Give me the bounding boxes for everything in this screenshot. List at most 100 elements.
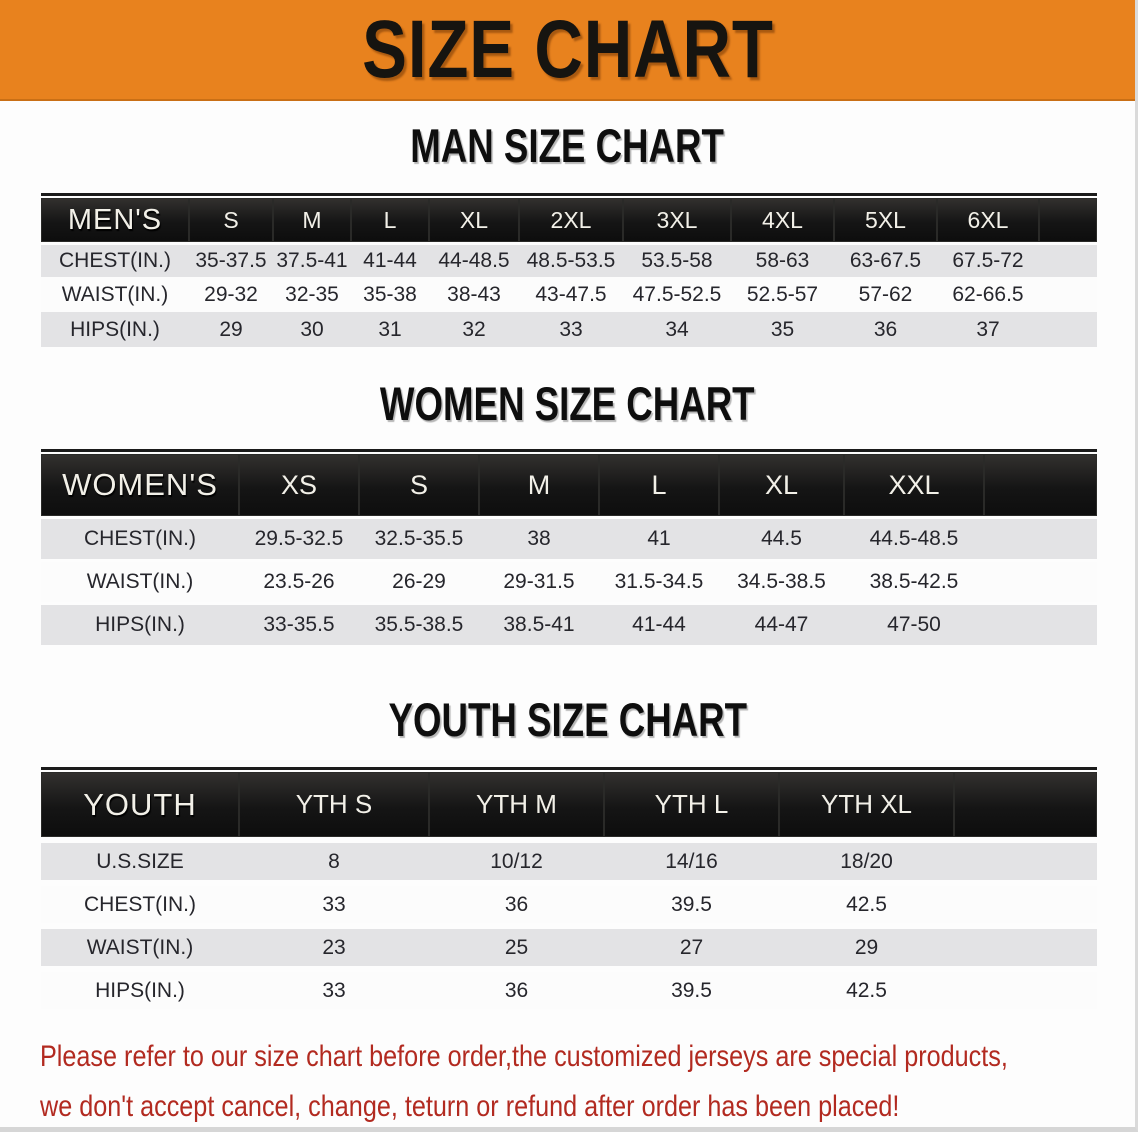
- value-cell: 41: [599, 516, 719, 559]
- spacer-cell: [984, 559, 1097, 602]
- value-cell: 35-37.5: [189, 242, 273, 277]
- women-size-col-header: S: [359, 454, 479, 516]
- value-cell: 44-47: [719, 602, 844, 645]
- spacer-cell: [1039, 198, 1097, 242]
- man-section-heading: MAN SIZE CHART: [410, 119, 725, 172]
- value-cell: 36: [834, 312, 937, 347]
- value-cell: 35: [731, 312, 834, 347]
- women-hips-row: HIPS(IN.) 33-35.5 35.5-38.5 38.5-41 41-4…: [41, 602, 1097, 645]
- value-cell: 47-50: [844, 602, 984, 645]
- youth-size-table-wrap: YOUTH YTH S YTH M YTH L YTH XL U.S.SIZE …: [41, 767, 1097, 1009]
- value-cell: 8: [239, 837, 429, 880]
- row-label-cell: HIPS(IN.): [41, 966, 239, 1009]
- value-cell: 23: [239, 923, 429, 966]
- disclaimer-text: Please refer to our size chart before or…: [40, 1032, 1130, 1127]
- youth-chest-row: CHEST(IN.) 33 36 39.5 42.5: [41, 880, 1097, 923]
- value-cell: 33: [239, 880, 429, 923]
- value-cell: 32-35: [273, 277, 351, 312]
- men-size-col-header: M: [273, 198, 351, 242]
- youth-size-col-header: YTH L: [604, 772, 779, 837]
- value-cell: 29-31.5: [479, 559, 599, 602]
- value-cell: 37: [937, 312, 1039, 347]
- value-cell: 52.5-57: [731, 277, 834, 312]
- spacer-cell: [954, 880, 1097, 923]
- value-cell: 29-32: [189, 277, 273, 312]
- value-cell: 41-44: [351, 242, 429, 277]
- value-cell: 63-67.5: [834, 242, 937, 277]
- women-size-table: WOMEN'S XS S M L XL XXL CHEST(IN.) 29.5-…: [41, 454, 1097, 645]
- women-corner-label: WOMEN'S: [41, 454, 239, 516]
- value-cell: 23.5-26: [239, 559, 359, 602]
- spacer-cell: [984, 602, 1097, 645]
- value-cell: 34: [623, 312, 731, 347]
- row-label-cell: CHEST(IN.): [41, 242, 189, 277]
- women-size-table-wrap: WOMEN'S XS S M L XL XXL CHEST(IN.) 29.5-…: [41, 449, 1097, 645]
- spacer-cell: [984, 454, 1097, 516]
- youth-corner-label: YOUTH: [41, 772, 239, 837]
- value-cell: 29: [779, 923, 954, 966]
- men-size-col-header: 5XL: [834, 198, 937, 242]
- value-cell: 33: [239, 966, 429, 1009]
- row-label-cell: U.S.SIZE: [41, 837, 239, 880]
- value-cell: 31: [351, 312, 429, 347]
- value-cell: 41-44: [599, 602, 719, 645]
- value-cell: 38-43: [429, 277, 519, 312]
- value-cell: 30: [273, 312, 351, 347]
- value-cell: 36: [429, 880, 604, 923]
- spacer-cell: [954, 772, 1097, 837]
- women-size-col-header: XL: [719, 454, 844, 516]
- value-cell: 38.5-41: [479, 602, 599, 645]
- value-cell: 27: [604, 923, 779, 966]
- value-cell: 44.5: [719, 516, 844, 559]
- disclaimer-line-1: Please refer to our size chart before or…: [40, 1040, 1008, 1073]
- men-corner-label: MEN'S: [41, 198, 189, 242]
- value-cell: 25: [429, 923, 604, 966]
- women-size-col-header: M: [479, 454, 599, 516]
- value-cell: 42.5: [779, 880, 954, 923]
- men-size-col-header: 3XL: [623, 198, 731, 242]
- value-cell: 33: [519, 312, 623, 347]
- youth-header-row: YOUTH YTH S YTH M YTH L YTH XL: [41, 772, 1097, 837]
- value-cell: 38: [479, 516, 599, 559]
- value-cell: 48.5-53.5: [519, 242, 623, 277]
- youth-size-col-header: YTH XL: [779, 772, 954, 837]
- value-cell: 18/20: [779, 837, 954, 880]
- youth-size-col-header: YTH S: [239, 772, 429, 837]
- men-size-col-header: XL: [429, 198, 519, 242]
- disclaimer-line-2: we don't accept cancel, change, teturn o…: [40, 1090, 900, 1123]
- men-size-table: MEN'S S M L XL 2XL 3XL 4XL 5XL 6XL CHEST…: [41, 198, 1097, 347]
- value-cell: 14/16: [604, 837, 779, 880]
- value-cell: 26-29: [359, 559, 479, 602]
- value-cell: 34.5-38.5: [719, 559, 844, 602]
- spacer-cell: [1039, 242, 1097, 277]
- youth-ussize-row: U.S.SIZE 8 10/12 14/16 18/20: [41, 837, 1097, 880]
- row-label-cell: CHEST(IN.): [41, 880, 239, 923]
- women-size-col-header: XXL: [844, 454, 984, 516]
- women-section-heading: WOMEN SIZE CHART: [380, 377, 755, 430]
- value-cell: 33-35.5: [239, 602, 359, 645]
- spacer-cell: [954, 966, 1097, 1009]
- men-size-col-header: S: [189, 198, 273, 242]
- women-header-row: WOMEN'S XS S M L XL XXL: [41, 454, 1097, 516]
- value-cell: 47.5-52.5: [623, 277, 731, 312]
- row-label-cell: HIPS(IN.): [41, 602, 239, 645]
- value-cell: 32: [429, 312, 519, 347]
- value-cell: 44.5-48.5: [844, 516, 984, 559]
- value-cell: 62-66.5: [937, 277, 1039, 312]
- value-cell: 44-48.5: [429, 242, 519, 277]
- value-cell: 39.5: [604, 966, 779, 1009]
- youth-hips-row: HIPS(IN.) 33 36 39.5 42.5: [41, 966, 1097, 1009]
- value-cell: 36: [429, 966, 604, 1009]
- row-label-cell: HIPS(IN.): [41, 312, 189, 347]
- youth-waist-row: WAIST(IN.) 23 25 27 29: [41, 923, 1097, 966]
- spacer-cell: [954, 837, 1097, 880]
- women-waist-row: WAIST(IN.) 23.5-26 26-29 29-31.5 31.5-34…: [41, 559, 1097, 602]
- spacer-cell: [984, 516, 1097, 559]
- women-size-col-header: L: [599, 454, 719, 516]
- value-cell: 38.5-42.5: [844, 559, 984, 602]
- spacer-cell: [1039, 312, 1097, 347]
- men-size-col-header: L: [351, 198, 429, 242]
- value-cell: 42.5: [779, 966, 954, 1009]
- youth-section-heading: YOUTH SIZE CHART: [388, 693, 747, 746]
